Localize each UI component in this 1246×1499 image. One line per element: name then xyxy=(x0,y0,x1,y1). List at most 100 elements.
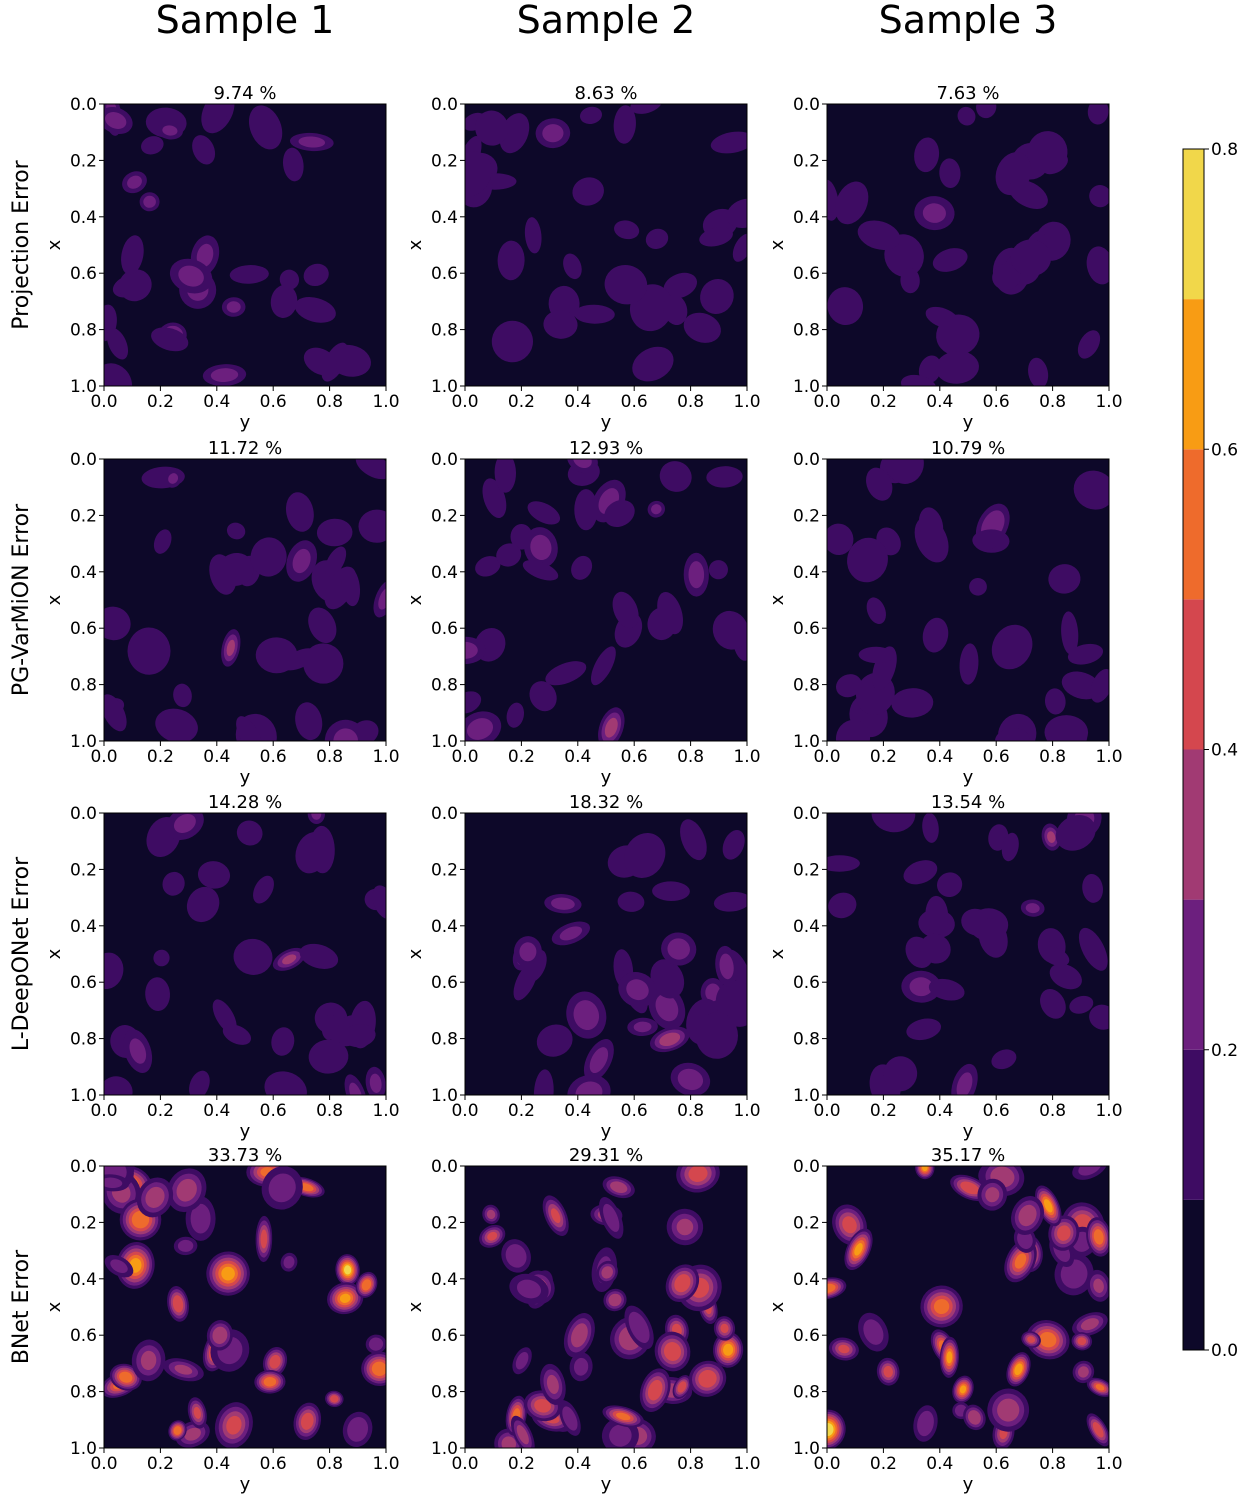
colorbar-band xyxy=(1183,599,1204,750)
panel-title: 18.32 % xyxy=(569,792,643,813)
error-contours xyxy=(827,104,1109,386)
y-tick-label: 0.6 xyxy=(793,619,820,639)
contour-blob xyxy=(516,1425,529,1445)
contour-blob xyxy=(652,881,690,902)
y-tick-label: 0.8 xyxy=(70,1030,97,1050)
column-title: Sample 1 xyxy=(156,0,335,42)
contour-blob xyxy=(688,561,705,589)
contour-blob xyxy=(189,1070,210,1095)
contour-blob xyxy=(667,938,690,960)
contour-blob xyxy=(295,702,323,741)
contour-blob xyxy=(573,1357,589,1376)
y-tick-label: 1.0 xyxy=(793,732,820,752)
contour-blob xyxy=(633,1021,652,1033)
contour-blob xyxy=(226,1415,242,1435)
contour-blob xyxy=(190,1203,211,1234)
y-tick-label: 0.4 xyxy=(70,1270,97,1290)
heatmap-background xyxy=(827,813,1109,1095)
y-tick-label: 0.8 xyxy=(431,1383,458,1403)
contour-blob xyxy=(857,220,901,250)
x-tick-label: 0.6 xyxy=(983,747,1010,767)
y-tick-label: 0.4 xyxy=(70,917,97,937)
contour-blob xyxy=(236,820,263,846)
contour-blob xyxy=(891,688,934,718)
heatmap-panel: 14.28 % 0.0 0.0 0.2 0.2 0.4 0.4 0.6 0.6 0.8 0.8 1.0… xyxy=(44,792,400,1142)
contour-blob xyxy=(119,1371,133,1383)
x-tick-label: 0.6 xyxy=(621,1454,648,1474)
contour-blob xyxy=(918,507,944,544)
contour-blob xyxy=(151,327,189,352)
contour-blob xyxy=(866,597,886,624)
contour-blob xyxy=(1080,1318,1099,1331)
contour-blob xyxy=(268,1173,296,1203)
contour-blob xyxy=(969,577,987,596)
contour-blob xyxy=(300,1412,314,1430)
x-tick-label: 0.6 xyxy=(621,1101,648,1121)
contour-blob xyxy=(522,560,559,581)
y-tick-label: 0.8 xyxy=(70,676,97,696)
contour-blob xyxy=(308,607,337,644)
x-tick-label: 1.0 xyxy=(372,392,399,412)
contour-blob xyxy=(663,272,698,299)
contour-blob xyxy=(355,459,386,480)
y-tick-label: 0.4 xyxy=(431,208,458,228)
x-tick-label: 0.2 xyxy=(508,392,535,412)
y-tick-label: 0.2 xyxy=(431,1213,458,1233)
contour-blob xyxy=(1087,104,1109,125)
axes-frame xyxy=(826,458,1110,742)
contour-blob xyxy=(1067,643,1104,665)
x-axis-label: y xyxy=(601,1121,612,1142)
contour-blob xyxy=(104,952,124,990)
y-tick-label: 0.6 xyxy=(70,1326,97,1346)
axes-frame xyxy=(103,1165,387,1449)
panel-title: 13.54 % xyxy=(931,792,1005,813)
heatmap-panel: 18.32 % 0.0 0.0 0.2 0.2 0.4 0.4 0.6 0.6 0.8 0.8 1.0… xyxy=(405,792,761,1142)
contour-blob xyxy=(177,1239,194,1252)
x-tick-label: 0.0 xyxy=(451,1454,478,1474)
y-tick-label: 0.0 xyxy=(793,450,820,470)
contour-blob xyxy=(562,1406,578,1431)
contour-blob xyxy=(1049,963,1082,990)
contour-blob xyxy=(866,467,893,501)
contour-blob xyxy=(321,1014,339,1041)
contour-blob xyxy=(270,284,298,318)
x-tick-label: 0.8 xyxy=(1039,1101,1066,1121)
x-tick-label: 0.2 xyxy=(147,392,174,412)
contour-blob xyxy=(1047,831,1056,843)
contour-blob xyxy=(657,591,684,635)
contour-blob xyxy=(1082,873,1103,903)
contour-blob xyxy=(1010,239,1052,277)
y-tick-label: 1.0 xyxy=(431,1439,458,1459)
contour-blob xyxy=(1018,1204,1037,1227)
x-tick-label: 0.6 xyxy=(983,1101,1010,1121)
contour-blob xyxy=(141,136,164,155)
error-contours xyxy=(827,1166,1109,1448)
axes-frame xyxy=(826,1165,1110,1449)
contour-blob xyxy=(153,949,170,967)
contour-blob xyxy=(651,504,662,515)
error-contours xyxy=(104,1166,386,1448)
contour-blob xyxy=(1057,1225,1071,1241)
x-tick-label: 0.4 xyxy=(203,1454,230,1474)
contour-blob xyxy=(935,351,979,384)
column-title: Sample 2 xyxy=(517,0,696,42)
contour-blob xyxy=(604,717,618,738)
contour-blob xyxy=(233,938,273,975)
heatmap-panel: 13.54 % 0.0 0.0 0.2 0.2 0.4 0.4 0.6 0.6 0.8 0.8 1.0… xyxy=(767,792,1123,1142)
error-contours xyxy=(512,819,747,1095)
contour-blob xyxy=(550,1208,561,1224)
contour-blob xyxy=(129,1038,147,1064)
x-tick-label: 1.0 xyxy=(372,747,399,767)
y-axis-label: x xyxy=(405,948,426,959)
error-contours xyxy=(104,459,386,741)
contour-blob xyxy=(712,610,747,650)
contour-blob xyxy=(883,1365,893,1378)
x-tick-label: 0.0 xyxy=(451,747,478,767)
colorbar-tick-label: 0.0 xyxy=(1211,1341,1238,1361)
contour-blob xyxy=(1039,1331,1057,1348)
contour-blob xyxy=(655,993,679,1022)
x-tick-label: 0.0 xyxy=(813,1454,840,1474)
contour-blob xyxy=(342,1024,376,1048)
colorbar-band xyxy=(1183,149,1204,300)
